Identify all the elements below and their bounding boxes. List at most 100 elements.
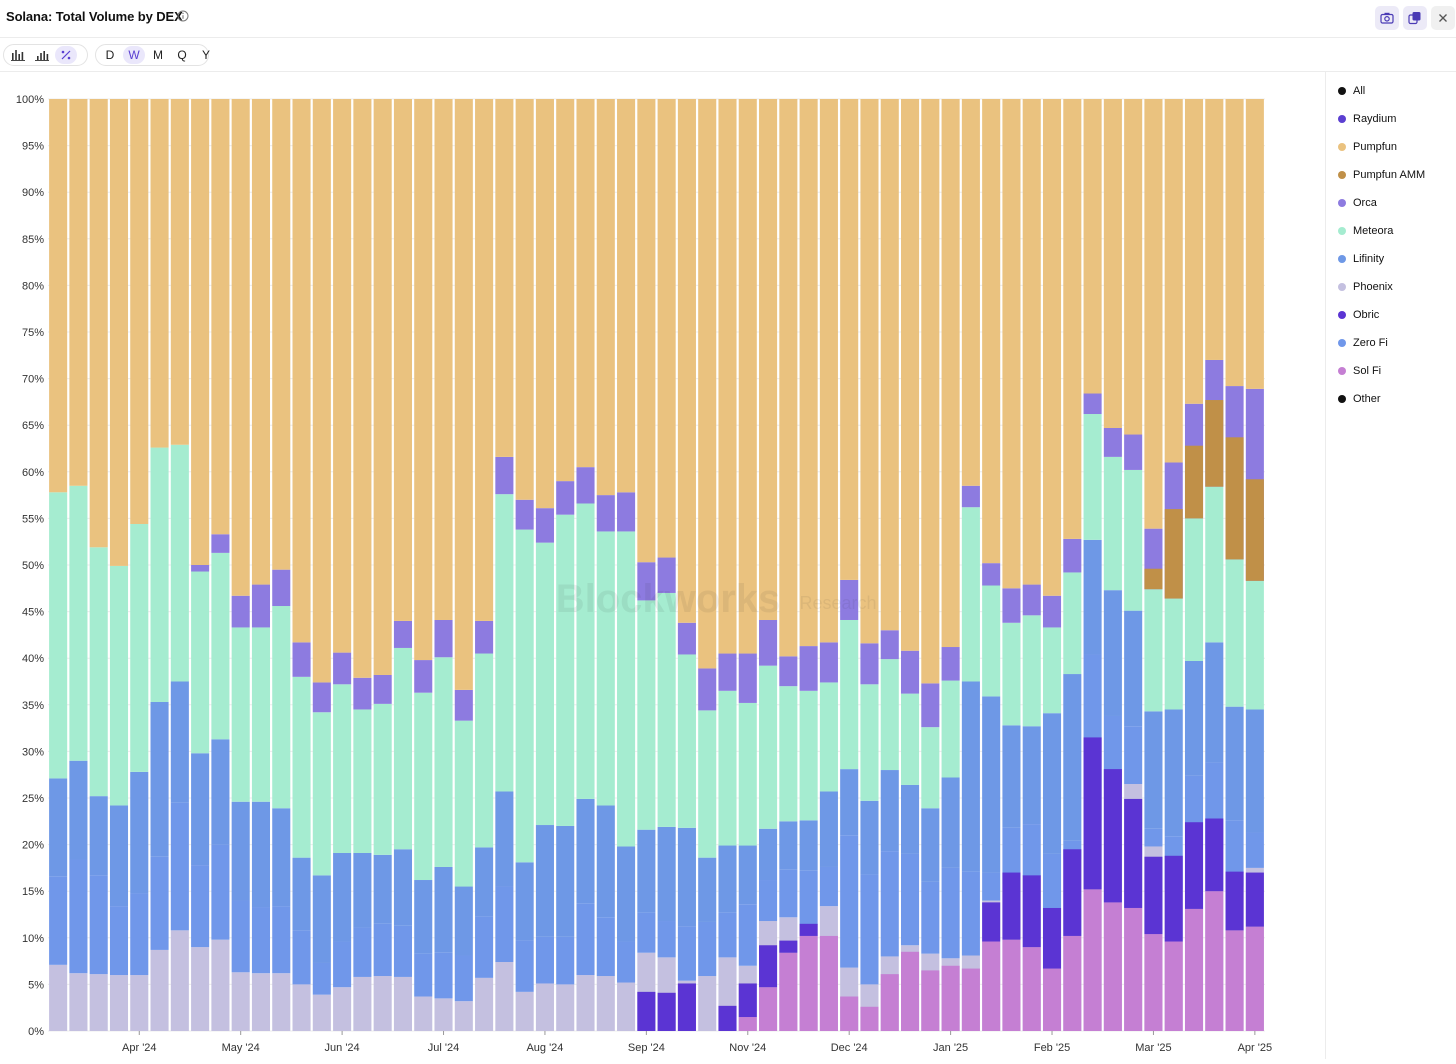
bar-segment-zero-fi[interactable] (759, 880, 778, 922)
bar-segment-pumpfun[interactable] (1144, 99, 1163, 529)
bar-segment-orca[interactable] (982, 563, 1001, 586)
bar-segment-lifinity[interactable] (475, 847, 494, 917)
bar-segment-zero-fi[interactable] (272, 906, 291, 974)
bar-segment-lifinity[interactable] (353, 852, 372, 928)
bar-segment-meteora[interactable] (312, 712, 331, 876)
bar-segment-meteora[interactable] (130, 523, 149, 772)
bar-segment-pumpfun[interactable] (738, 99, 757, 654)
bar-segment-sol-fi[interactable] (1184, 908, 1204, 1031)
bar-segment-lifinity[interactable] (1022, 726, 1041, 825)
bar-segment-zero-fi[interactable] (231, 900, 250, 973)
bar-segment-meteora[interactable] (880, 659, 899, 771)
bar-segment-zero-fi[interactable] (1245, 832, 1264, 868)
bar-segment-zero-fi[interactable] (130, 893, 149, 976)
bar-segment-zero-fi[interactable] (1124, 726, 1143, 785)
bar-segment-phoenix[interactable] (231, 972, 250, 1031)
bar-segment-obric[interactable] (1164, 855, 1183, 942)
bar-segment-zero-fi[interactable] (353, 927, 372, 977)
bar-segment-meteora[interactable] (1124, 469, 1143, 611)
bar-segment-lifinity[interactable] (961, 681, 980, 872)
bar-segment-obric[interactable] (677, 983, 696, 1031)
bar-segment-orca[interactable] (901, 650, 920, 694)
bar-segment-meteora[interactable] (272, 606, 291, 809)
bar-segment-lifinity[interactable] (373, 854, 392, 924)
bar-segment-phoenix[interactable] (515, 991, 534, 1031)
bar-segment-obric[interactable] (718, 1005, 737, 1031)
bar-segment-meteora[interactable] (414, 692, 433, 881)
bar-segment-lifinity[interactable] (1144, 711, 1163, 829)
bar-segment-pumpfun[interactable] (799, 99, 818, 647)
bar-segment-zero-fi[interactable] (738, 904, 757, 966)
bar-segment-meteora[interactable] (1103, 456, 1122, 591)
bar-segment-meteora[interactable] (49, 492, 68, 779)
bar-segment-lifinity[interactable] (677, 827, 696, 927)
bar-segment-zero-fi[interactable] (495, 886, 514, 963)
bar-segment-phoenix[interactable] (495, 962, 514, 1031)
bar-segment-pumpfun[interactable] (69, 99, 88, 486)
bar-segment-meteora[interactable] (799, 690, 818, 821)
bar-segment-zero-fi[interactable] (89, 875, 108, 975)
bar-segment-sol-fi[interactable] (901, 951, 920, 1031)
bar-segment-zero-fi[interactable] (170, 802, 189, 931)
interval-y-button[interactable]: Y (201, 48, 210, 62)
bar-segment-zero-fi[interactable] (596, 917, 615, 977)
bar-segment-lifinity[interactable] (901, 784, 920, 854)
bar-segment-orca[interactable] (272, 569, 291, 607)
bar-segment-zero-fi[interactable] (49, 876, 68, 965)
bar-segment-lifinity[interactable] (860, 800, 879, 875)
bar-segment-sol-fi[interactable] (1083, 889, 1102, 1031)
bar-segment-lifinity[interactable] (393, 849, 412, 926)
bar-segment-pumpfun[interactable] (495, 99, 514, 457)
bar-segment-orca[interactable] (292, 642, 311, 677)
bar-segment-pumpfun[interactable] (454, 99, 473, 690)
bar-segment-lifinity[interactable] (1184, 661, 1204, 776)
bar-segment-pumpfun[interactable] (292, 99, 311, 643)
bar-segment-lifinity[interactable] (434, 866, 453, 953)
bar-segment-pumpfun[interactable] (393, 99, 412, 621)
bar-segment-meteora[interactable] (292, 676, 311, 858)
bar-segment-meteora[interactable] (69, 485, 88, 761)
bar-segment-orca[interactable] (535, 508, 554, 543)
bar-segment-obric[interactable] (657, 992, 676, 1031)
bar-segment-pumpfun[interactable] (1124, 99, 1143, 435)
legend-item-lifinity[interactable]: Lifinity (1338, 251, 1384, 267)
bar-segment-phoenix[interactable] (109, 975, 129, 1031)
bar-segment-sol-fi[interactable] (1063, 935, 1082, 1031)
bar-segment-pumpfun[interactable] (312, 99, 331, 683)
bar-segment-lifinity[interactable] (1083, 539, 1102, 655)
bar-segment-sol-fi[interactable] (982, 941, 1001, 1031)
bar-segment-meteora[interactable] (1002, 622, 1021, 726)
bar-segment-lifinity[interactable] (637, 829, 656, 913)
bar-segment-zero-fi[interactable] (434, 952, 453, 999)
bar-segment-pumpfun[interactable] (596, 99, 615, 496)
bar-segment-lifinity[interactable] (312, 875, 331, 963)
bar-segment-pumpfun[interactable] (1103, 99, 1122, 428)
bar-segment-meteora[interactable] (1083, 414, 1102, 540)
bar-segment-lifinity[interactable] (191, 753, 210, 866)
bar-segment-pumpfun[interactable] (353, 99, 372, 678)
bar-segment-pumpfun-amm[interactable] (1245, 479, 1264, 581)
stacked-bar-chart[interactable]: Blockworks Research 0% 5% 10% 15% 20% 25% 30% 3… (0, 72, 1325, 1059)
bar-segment-pumpfun[interactable] (130, 99, 149, 524)
bar-segment-orca[interactable] (475, 620, 494, 654)
bar-segment-obric[interactable] (1083, 737, 1102, 890)
bar-segment-meteora[interactable] (738, 702, 757, 846)
bar-segment-orca[interactable] (495, 456, 514, 495)
bar-segment-pumpfun[interactable] (89, 99, 108, 548)
bar-segment-sol-fi[interactable] (759, 987, 778, 1031)
bar-segment-pumpfun[interactable] (657, 99, 676, 558)
bar-segment-phoenix[interactable] (414, 996, 433, 1031)
bar-segment-zero-fi[interactable] (901, 853, 920, 946)
bar-segment-meteora[interactable] (1042, 627, 1062, 714)
bar-segment-orca[interactable] (1002, 588, 1021, 623)
bar-segment-meteora[interactable] (556, 514, 575, 826)
bar-segment-orca[interactable] (779, 656, 798, 687)
bar-segment-sol-fi[interactable] (1103, 902, 1122, 1031)
bar-segment-pumpfun-amm[interactable] (1144, 568, 1163, 590)
bar-segment-phoenix[interactable] (272, 973, 291, 1031)
bar-segment-pumpfun[interactable] (637, 99, 656, 563)
bar-segment-pumpfun[interactable] (880, 99, 899, 631)
bar-segment-sol-fi[interactable] (961, 968, 980, 1031)
bar-segment-pumpfun[interactable] (434, 99, 453, 620)
bar-segment-meteora[interactable] (941, 680, 960, 778)
